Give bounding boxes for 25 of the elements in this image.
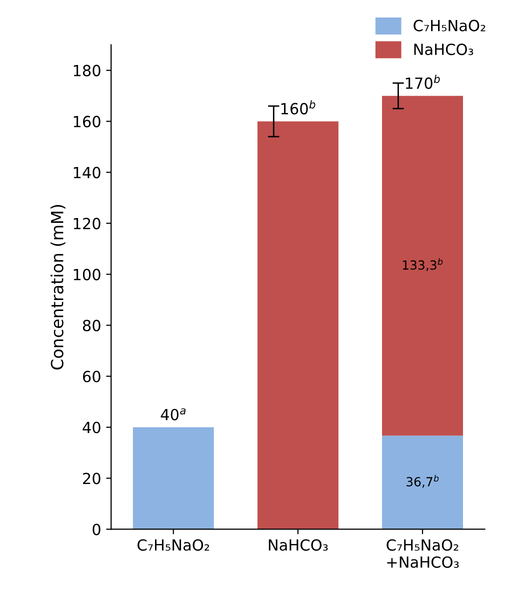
- total-label: 160$^{b}$: [281, 100, 316, 114]
- y-tick-label: 80: [82, 320, 100, 332]
- y-tick-label: 140: [74, 166, 100, 178]
- legend-label: NaHCO₃: [414, 44, 474, 56]
- y-axis-title: Concentration (mM): [50, 205, 66, 370]
- y-tick-label: 40: [82, 422, 100, 434]
- y-tick-label: 180: [74, 64, 100, 76]
- x-tick-label: C₇H₅NaO₂ +NaHCO₃: [386, 539, 459, 568]
- bar: [382, 436, 463, 530]
- y-tick-label: 120: [74, 218, 100, 230]
- x-tick-label: C₇H₅NaO₂: [138, 539, 210, 551]
- bar: [382, 96, 463, 436]
- y-tick-label: 0: [92, 524, 100, 536]
- y-tick-label: 100: [74, 268, 100, 280]
- data-label: 36,7$^{b}$: [406, 474, 439, 488]
- y-tick-label: 60: [83, 370, 100, 382]
- bar: [257, 121, 338, 530]
- data-label: 133,3$^{b}$: [402, 258, 443, 272]
- legend-label: C₇H₅NaO₂: [414, 20, 486, 32]
- total-label: 170$^{b}$: [406, 74, 440, 89]
- y-tick-label: 160: [74, 116, 100, 128]
- bar: [132, 427, 214, 530]
- x-tick-label: NaHCO₃: [268, 539, 328, 551]
- total-label: 40$^{a}$: [160, 408, 186, 420]
- y-tick-label: 20: [83, 472, 100, 484]
